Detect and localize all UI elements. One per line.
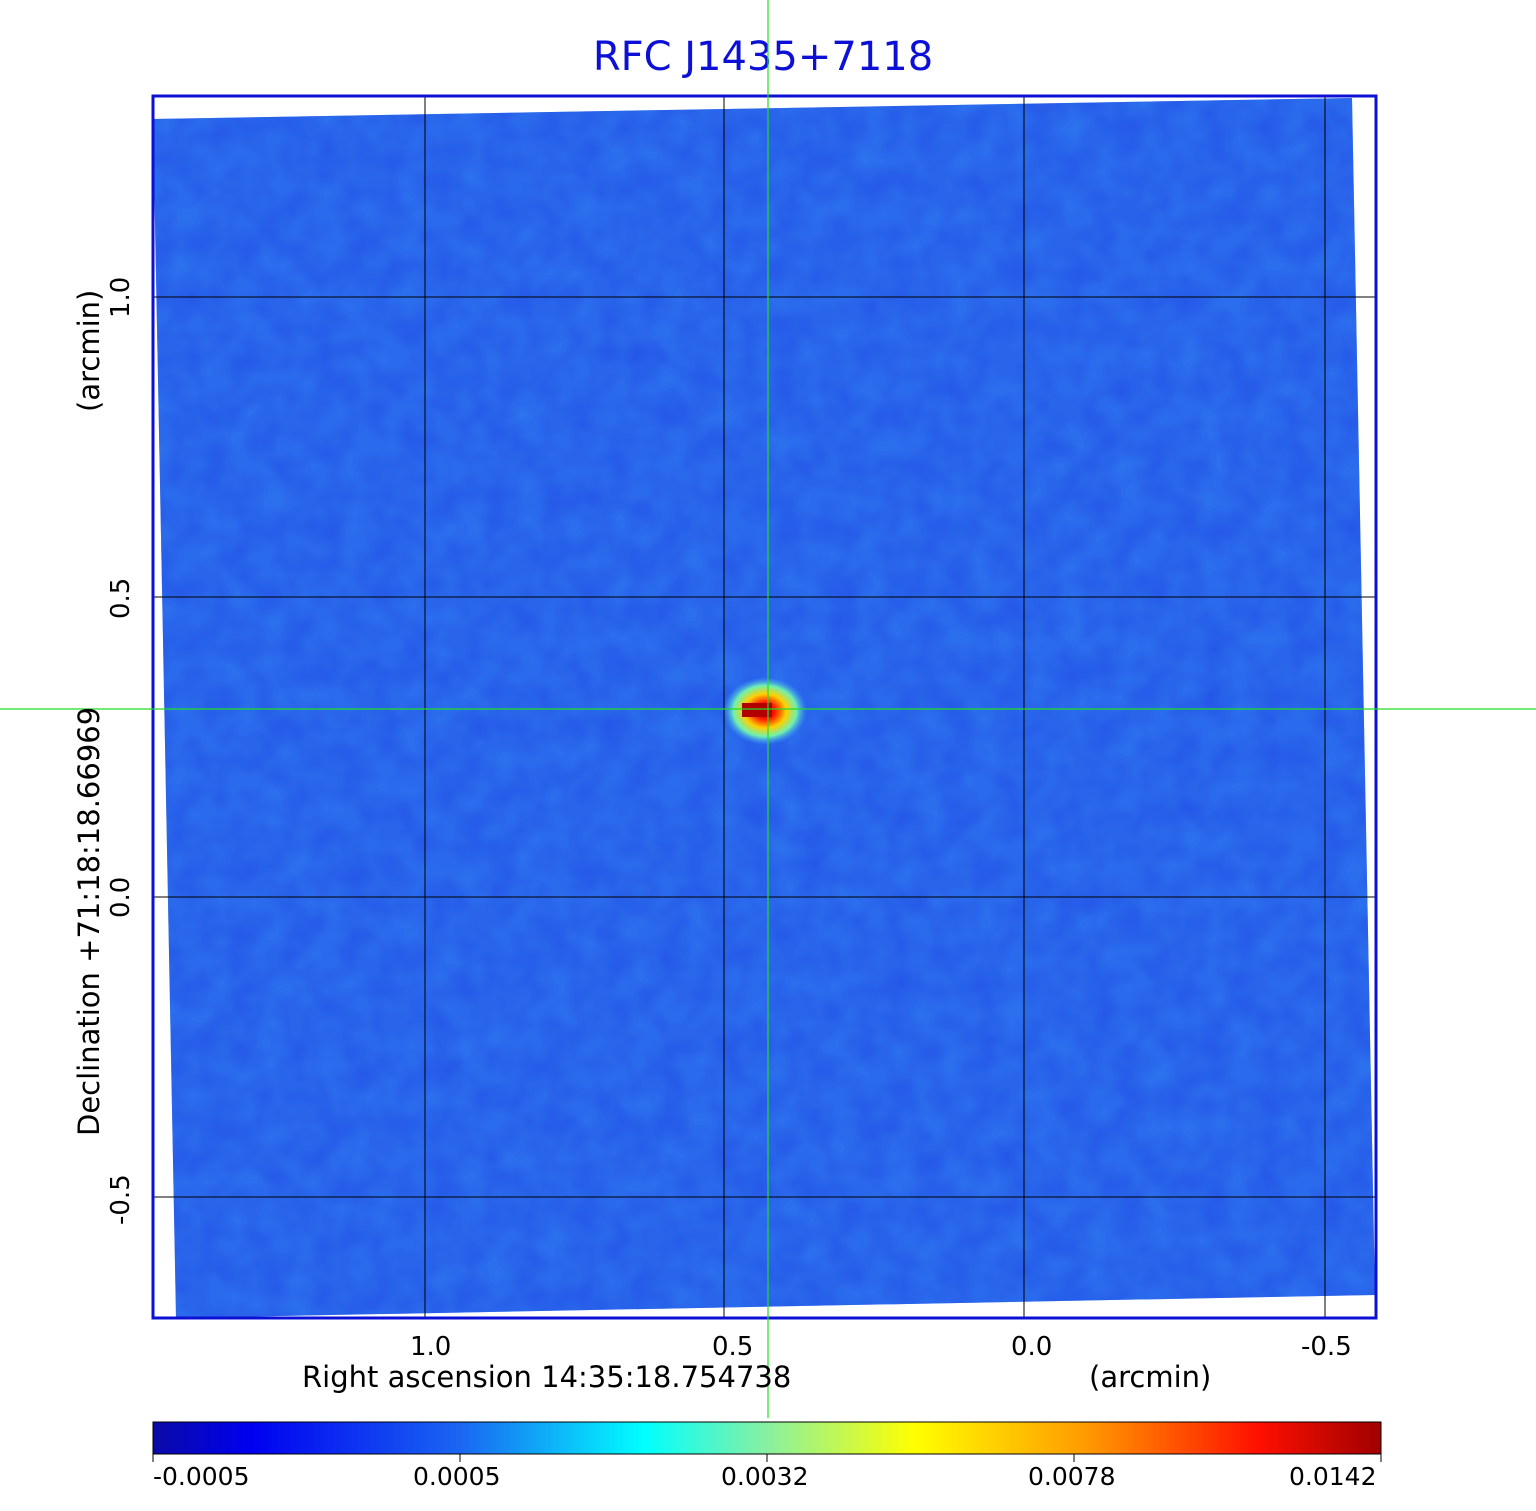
colorbar-tick-label: 0.0005 [413,1462,501,1491]
x-tick-label: 0.5 [712,1332,754,1362]
figure-title: RFC J1435+7118 [592,34,934,80]
colorbar-tick-label: 0.0078 [1028,1462,1116,1491]
y-tick-label: 0.5 [106,577,136,619]
colorbar [152,1421,1382,1455]
y-tick-label: 0.0 [106,876,136,918]
y-tick-label: -0.5 [106,1174,136,1225]
radio-source-core [742,703,772,717]
x-tick-label: -0.5 [1301,1332,1352,1362]
x-axis-unit: (arcmin) [1089,1360,1212,1394]
x-tick-label: 1.0 [410,1332,452,1362]
y-axis-unit: (arcmin) [72,289,106,412]
colorbar-tick-label: -0.0005 [153,1462,250,1491]
colorbar-tick-label: 0.0142 [1289,1462,1377,1491]
colorbar-tick-label: 0.0032 [721,1462,809,1491]
x-axis-label: Right ascension 14:35:18.754738 [302,1360,792,1394]
x-tick-label: 0.0 [1011,1332,1053,1362]
y-axis-label: Declination +71:18:18.66969 [72,706,106,1136]
plot-frame [151,94,1378,1320]
y-tick-label: 1.0 [106,276,136,318]
coordinate-grid [153,96,1376,1318]
colorbar-ticks [152,1454,1382,1462]
